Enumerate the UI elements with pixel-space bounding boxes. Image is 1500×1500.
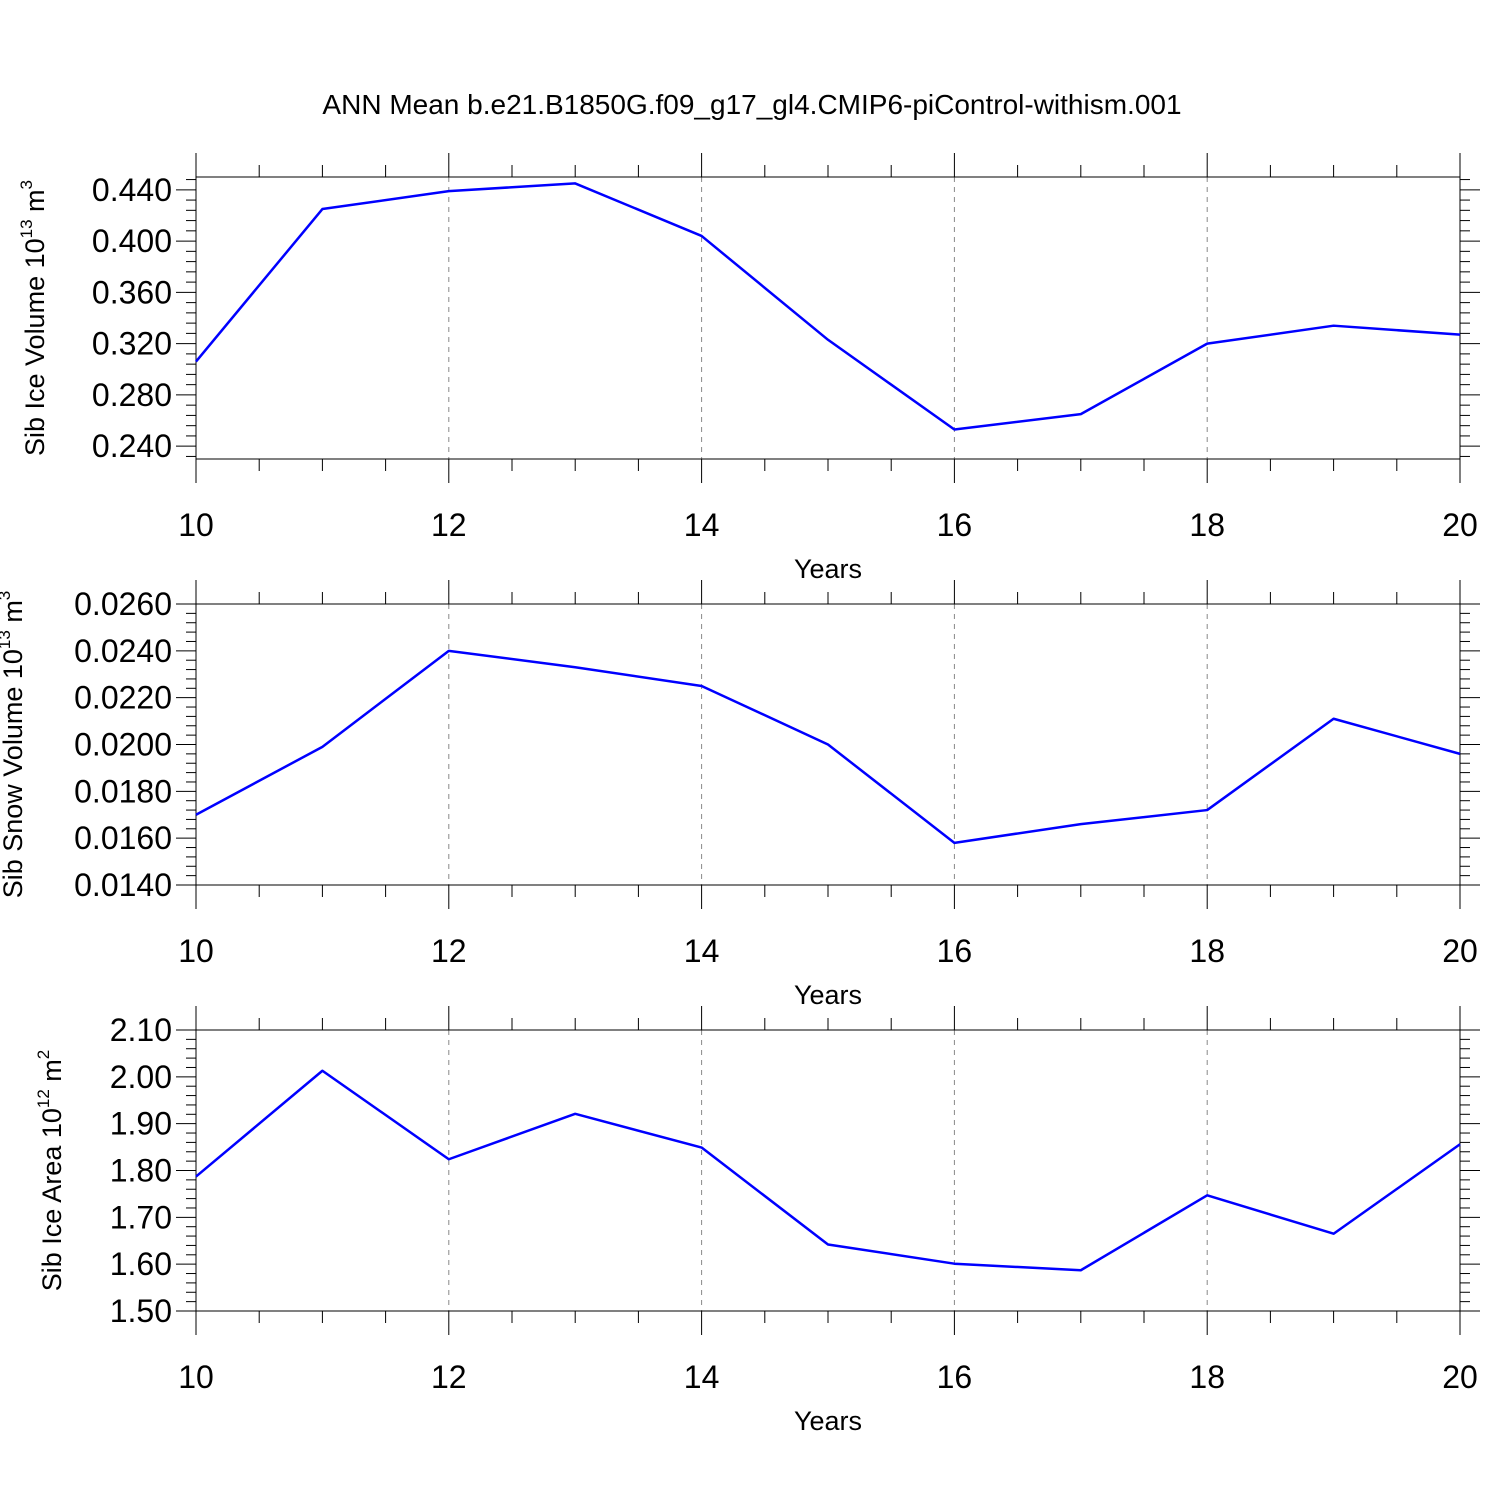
y-axis-title: Sib Snow Volume 1013 m3	[0, 591, 28, 899]
y-axis-title: Sib Ice Area 1012 m2	[34, 1050, 67, 1292]
y-tick-label: 0.240	[92, 428, 172, 464]
y-tick-label: 1.60	[110, 1246, 172, 1282]
y-tick-label: 0.0240	[74, 633, 172, 669]
y-axis-title-part: m	[20, 189, 50, 219]
y-tick-label: 0.0260	[74, 586, 172, 622]
x-tick-label: 14	[684, 933, 720, 969]
x-tick-label: 12	[431, 933, 467, 969]
x-tick-label: 14	[684, 1359, 720, 1395]
y-tick-label: 1.50	[110, 1293, 172, 1329]
panels: 0.240 0.280 0.320 0.360 0.400 0.440 10 12 14 16 18…	[0, 153, 1480, 1436]
x-tick-label: 18	[1189, 1359, 1225, 1395]
y-tick-label: 1.70	[110, 1199, 172, 1235]
y-tick-label: 1.80	[110, 1153, 172, 1189]
y-axis-title-superscript: 3	[17, 180, 36, 189]
y-tick-label: 0.0180	[74, 773, 172, 809]
figure-title: ANN Mean b.e21.B1850G.f09_g17_gl4.CMIP6-…	[322, 89, 1181, 120]
x-tick-label: 18	[1189, 507, 1225, 543]
x-tick-label: 18	[1189, 933, 1225, 969]
x-axis-title: Years	[794, 980, 862, 1010]
chart-panel-3: 1.50 1.60 1.70 1.80 1.90 2.00 2.10 10 12 14 16 18 20…	[34, 1006, 1480, 1436]
y-axis-title-superscript: 13	[17, 219, 36, 238]
y-axis-title-part: Sib Snow Volume 10	[0, 649, 28, 898]
y-tick-label: 0.400	[92, 223, 172, 259]
y-tick-label: 0.360	[92, 274, 172, 310]
x-tick-label: 20	[1442, 1359, 1478, 1395]
y-axis-title: Sib Ice Volume 1013 m3	[17, 180, 50, 456]
y-axis-title-superscript: 3	[0, 591, 14, 600]
y-tick-label: 1.90	[110, 1106, 172, 1142]
y-tick-label: 0.0200	[74, 727, 172, 763]
x-tick-label: 16	[937, 507, 973, 543]
y-tick-label: 0.0160	[74, 820, 172, 856]
series-line	[195, 649, 1461, 845]
x-tick-label: 12	[431, 1359, 467, 1395]
y-tick-label: 0.440	[92, 172, 172, 208]
series-line	[195, 182, 1461, 431]
y-tick-label: 0.280	[92, 377, 172, 413]
y-axis-title-part: Sib Ice Volume 10	[20, 238, 50, 456]
x-axis-title: Years	[794, 1406, 862, 1436]
x-tick-label: 10	[178, 933, 214, 969]
x-tick-label: 20	[1442, 507, 1478, 543]
x-tick-label: 20	[1442, 933, 1478, 969]
chart-panel-2: 0.0140 0.0160 0.0180 0.0200 0.0220 0.0240 0.02…	[0, 580, 1480, 1010]
y-tick-label: 0.320	[92, 326, 172, 362]
y-axis-title-superscript: 2	[34, 1050, 53, 1059]
x-tick-label: 14	[684, 507, 720, 543]
plot-frame	[195, 176, 1461, 460]
x-tick-label: 16	[937, 933, 973, 969]
y-axis-title-superscript: 13	[0, 630, 14, 649]
x-tick-label: 10	[178, 1359, 214, 1395]
y-tick-label: 2.10	[110, 1012, 172, 1048]
y-tick-label: 0.0220	[74, 680, 172, 716]
y-axis-title-part: m	[37, 1059, 67, 1089]
chart-panel-1: 0.240 0.280 0.320 0.360 0.400 0.440 10 12 14 16 18…	[17, 153, 1480, 584]
y-axis-title-part: m	[0, 600, 28, 630]
x-axis-title: Years	[794, 554, 862, 584]
y-tick-label: 2.00	[110, 1059, 172, 1095]
y-tick-label: 0.0140	[74, 867, 172, 903]
y-axis-title-superscript: 12	[34, 1089, 53, 1108]
plot-frame	[195, 1029, 1461, 1312]
series-line	[195, 1069, 1461, 1272]
y-axis-title-part: Sib Ice Area 10	[37, 1108, 67, 1291]
x-tick-label: 12	[431, 507, 467, 543]
x-tick-label: 16	[937, 1359, 973, 1395]
x-tick-label: 10	[178, 507, 214, 543]
